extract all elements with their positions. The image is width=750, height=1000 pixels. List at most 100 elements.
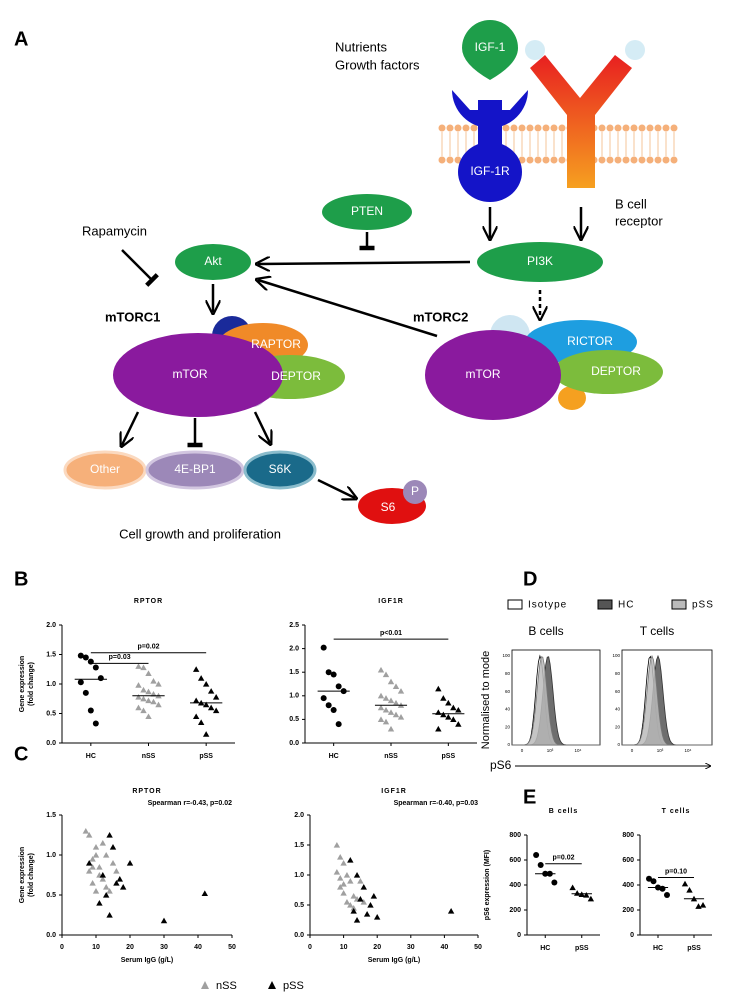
y-axis-title: (fold change) <box>28 662 35 706</box>
chart-title: IGF1R <box>378 598 404 605</box>
y-axis-title: pS6 expression (MFI) <box>484 850 491 920</box>
p-value: p=0.02 <box>138 644 160 651</box>
arrow <box>258 262 471 264</box>
data-point <box>97 675 104 682</box>
lipid-head <box>638 124 646 132</box>
flow-panel: Isotype HC pSS B cells 0 20 40 60 80 100 0 10³ 10⁴ T … <box>480 599 713 772</box>
data-point <box>82 828 89 834</box>
data-point <box>392 699 400 706</box>
data-point <box>360 884 367 890</box>
node-label: PI3K <box>527 254 553 268</box>
x-tick-label: 10 <box>92 944 100 951</box>
data-point <box>82 654 89 661</box>
lipid-head <box>654 156 662 164</box>
legend-swatch <box>597 599 613 610</box>
data-point <box>77 652 84 659</box>
lipid-head <box>446 156 454 164</box>
legend-label: pSS <box>283 980 304 992</box>
data-point <box>587 895 595 902</box>
node-label: PTEN <box>351 204 383 218</box>
data-point <box>551 879 558 886</box>
y-tick-label: 0 <box>630 932 634 939</box>
data-point <box>201 890 208 896</box>
x-tick-label: 10³ <box>547 748 554 753</box>
data-point <box>573 890 581 896</box>
data-point <box>377 704 385 711</box>
data-point <box>337 875 344 881</box>
arrow <box>253 411 270 443</box>
label: Growth factors <box>335 57 420 72</box>
node <box>403 480 427 504</box>
data-point <box>387 697 395 704</box>
data-point <box>89 864 96 870</box>
data-point <box>325 669 332 676</box>
x-tick-label: HC <box>86 753 96 760</box>
data-point <box>455 721 462 727</box>
x-tick-label: pSS <box>575 945 589 952</box>
antigen <box>525 40 545 60</box>
data-point <box>113 868 120 874</box>
lipid-head <box>542 124 550 132</box>
y-tick-label: 2.0 <box>46 622 56 629</box>
lipid-head <box>446 124 454 132</box>
data-point <box>340 860 347 866</box>
chart-title: T cells <box>662 808 691 815</box>
x-tick-label: 10 <box>340 944 348 951</box>
data-point <box>160 917 168 924</box>
data-point <box>445 699 452 706</box>
data-point <box>377 692 385 699</box>
data-point <box>116 876 123 882</box>
node-label: P <box>411 484 419 498</box>
data-point <box>192 666 200 672</box>
y-tick-label: 0.0 <box>294 932 304 939</box>
x-tick-label: 40 <box>441 944 449 951</box>
chart-title: B cells <box>549 808 579 815</box>
data-point <box>455 706 462 713</box>
lipid-head <box>462 124 470 132</box>
node-label: S6K <box>269 462 292 476</box>
y-tick-label: 200 <box>509 907 521 914</box>
p-value: p<0.01 <box>380 630 402 637</box>
x-tick-label: HC <box>653 945 663 952</box>
label: mTORC1 <box>105 309 160 324</box>
data-point <box>382 706 390 713</box>
legend-swatch <box>507 599 523 610</box>
y-tick-label: 0 <box>507 742 510 747</box>
data-point <box>347 902 354 908</box>
chart-title: IGF1R <box>381 788 407 795</box>
y-tick-label: 60 <box>505 689 511 694</box>
y-tick-label: 400 <box>622 882 634 889</box>
legend-swatch <box>671 599 687 610</box>
lipid-head <box>614 124 622 132</box>
lipid-head <box>510 124 518 132</box>
data-point <box>370 893 378 899</box>
data-point <box>350 905 357 911</box>
node-label: mTOR <box>465 367 500 381</box>
node <box>553 350 663 394</box>
data-point <box>77 679 84 686</box>
lipid-head <box>662 124 670 132</box>
data-point <box>583 892 590 898</box>
data-point <box>392 711 400 718</box>
x-axis-title: Serum IgG (g/L) <box>121 957 174 964</box>
data-point <box>92 888 100 894</box>
data-point <box>106 888 113 894</box>
x-tick-label: 10⁴ <box>685 748 692 753</box>
data-point <box>212 693 220 700</box>
y-tick-label: 0.5 <box>46 892 56 899</box>
data-point <box>99 840 106 846</box>
y-tick-label: 20 <box>615 724 621 729</box>
data-point <box>99 872 106 878</box>
x-tick-label: 0 <box>308 944 312 951</box>
y-tick-label: 1.5 <box>289 669 299 676</box>
lipid-head <box>542 156 550 164</box>
lipid-head <box>662 156 670 164</box>
data-point <box>82 689 89 696</box>
lipid-head <box>558 156 566 164</box>
data-point <box>367 902 374 908</box>
data-point <box>192 713 200 720</box>
subunit <box>558 386 586 410</box>
data-point <box>86 860 93 866</box>
bcr-shape <box>530 55 632 188</box>
receptor-shape <box>458 142 522 202</box>
